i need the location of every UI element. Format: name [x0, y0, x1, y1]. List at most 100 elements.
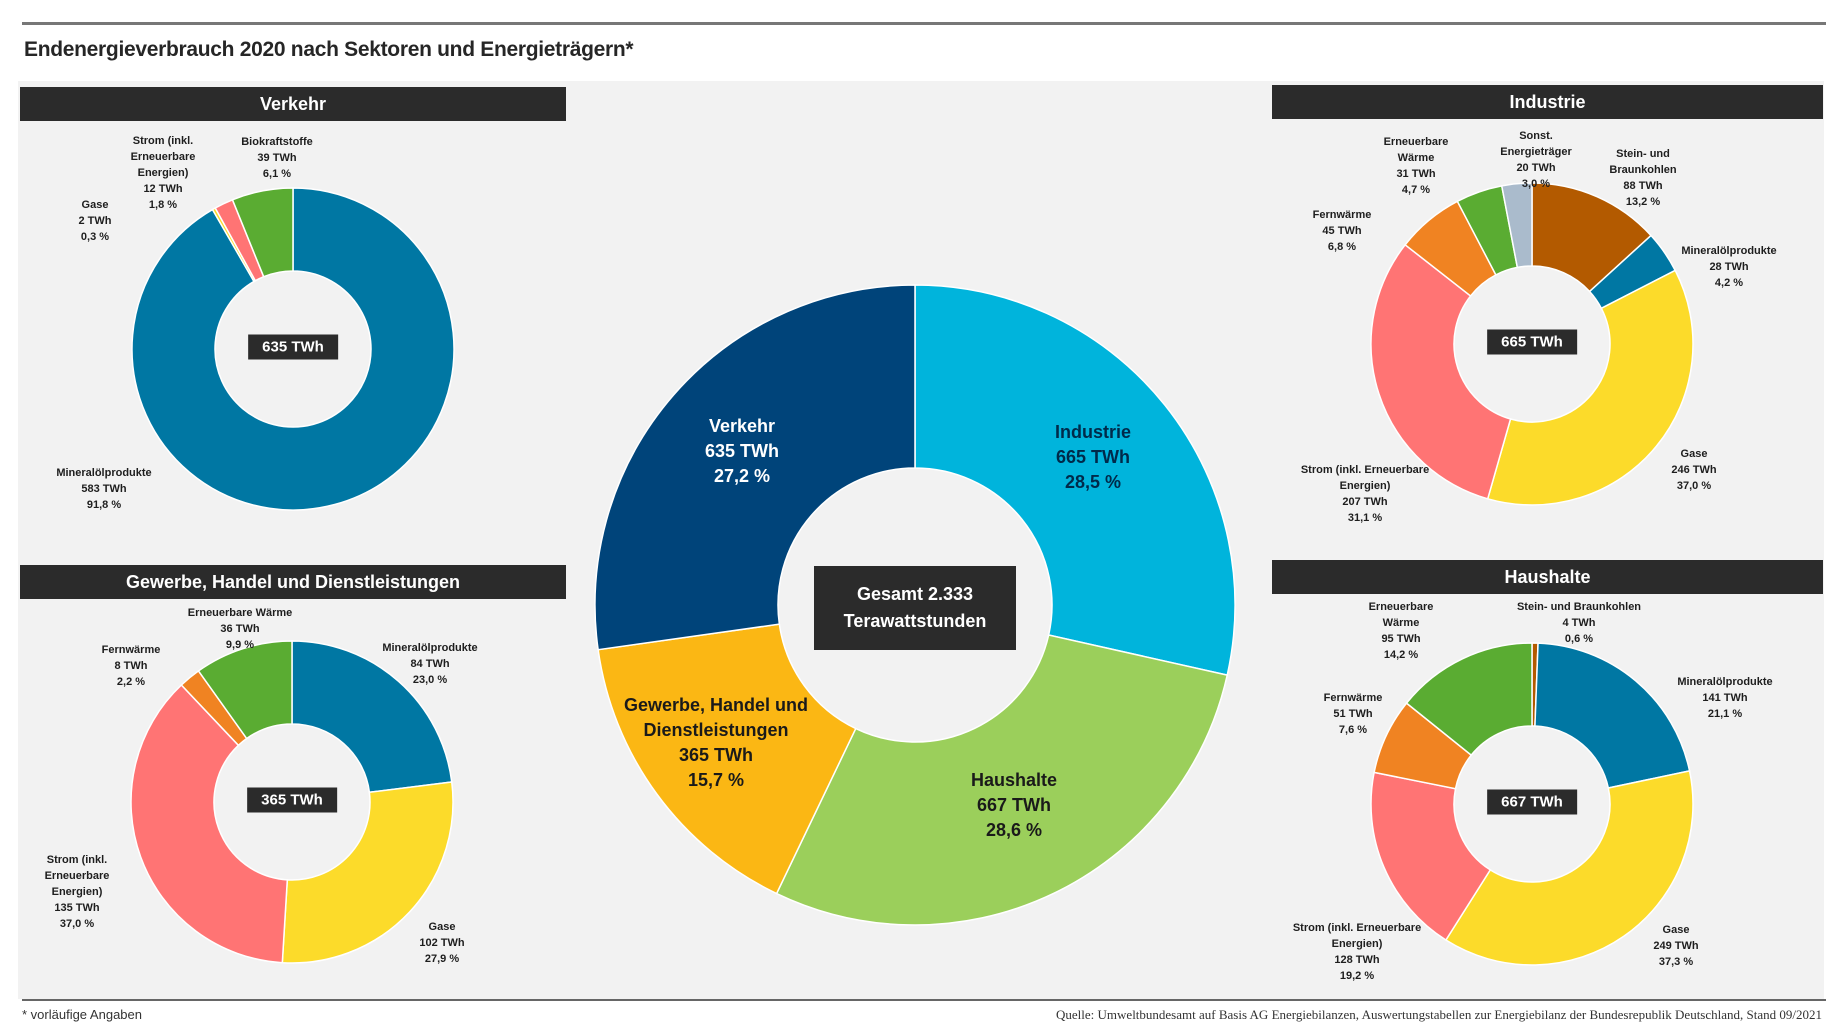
label-line: 37,3 %: [1658, 956, 1694, 968]
total-slice-industrie: [914, 284, 1236, 677]
label-line: 2,2 %: [116, 676, 146, 688]
gewerbe-total-badge: 365 TWh: [247, 787, 337, 813]
verkehr-label-biokraftstoffe: Biokraftstoffe 39 TWh 6,1 %: [241, 134, 313, 182]
label-line: Erneuerbare: [44, 870, 110, 882]
label-line: 3,0 %: [1521, 178, 1551, 190]
header-gewerbe: Gewerbe, Handel und Dienstleistungen: [20, 565, 566, 599]
label-line: Strom (inkl. Erneuerbare: [1292, 922, 1422, 934]
gewerbe-label-fernwärme: Fernwärme 8 TWh 2,2 %: [102, 642, 161, 690]
label-line: Stein- und Braunkohlen: [1516, 601, 1642, 613]
haushalte-label-fernwärme: Fernwärme 51 TWh 7,6 %: [1324, 690, 1383, 738]
label-line: 91,8 %: [86, 499, 122, 511]
label-line: 27,9 %: [424, 953, 460, 965]
label-line: 4,7 %: [1401, 184, 1431, 196]
label-line: Wärme: [1382, 617, 1420, 629]
label-line: Strom (inkl.: [132, 135, 194, 147]
label-line: 102 TWh: [419, 937, 465, 949]
industrie-slice-sonst-energieträger: [1500, 182, 1533, 269]
total-slice-gewerbe-handel-und-dienstleistungen: [597, 623, 857, 895]
verkehr-slice-biokraftstoffe: [231, 187, 294, 278]
gewerbe-label-erneuerbare-wärme: Erneuerbare Wärme 36 TWh 9,9 %: [188, 605, 293, 653]
label-line: Energien): [51, 886, 103, 898]
header-industrie: Industrie: [1272, 85, 1823, 119]
label-line: 9,9 %: [225, 639, 255, 651]
label-line: 4,2 %: [1714, 277, 1744, 289]
verkehr-total-badge: 635 TWh: [248, 334, 338, 360]
gewerbe-label-mineralölprodukte: Mineralölprodukte 84 TWh 23,0 %: [382, 640, 477, 688]
label-line: 21,1 %: [1707, 708, 1743, 720]
label-line: Fernwärme: [1312, 209, 1372, 221]
verkehr-label-gase: Gase 2 TWh 0,3 %: [79, 197, 112, 245]
gewerbe-label-strom: Strom (inkl. Erneuerbare Energien) 135 TWh 3…: [45, 852, 110, 932]
label-line: Energieträger: [1500, 146, 1572, 158]
label-line: Mineralölprodukte: [56, 467, 152, 479]
gewerbe-slice-gase: [281, 781, 454, 964]
header-haushalte: Haushalte: [1272, 560, 1823, 594]
label-line: Erneuerbare: [130, 151, 196, 163]
label-line: 31 TWh: [1396, 168, 1436, 180]
industrie-label-sonst-energieträger: Sonst. Energieträger 20 TWh 3,0 %: [1500, 128, 1572, 192]
label-line: 635 TWh: [704, 441, 780, 461]
label-line: Erneuerbare Wärme: [187, 607, 293, 619]
label-line: 15,7 %: [687, 770, 745, 790]
haushalte-slice-mineralölprodukte: [1534, 642, 1691, 789]
label-line: 23,0 %: [412, 674, 448, 686]
label-line: Strom (inkl.: [46, 854, 108, 866]
label-line: 95 TWh: [1381, 633, 1421, 645]
total-line-1: Gesamt 2.333: [856, 584, 974, 604]
industrie-label-erneuerbare-wärme: Erneuerbare Wärme 31 TWh 4,7 %: [1384, 134, 1449, 198]
label-line: 128 TWh: [1334, 954, 1380, 966]
total-label-haushalte: Haushalte 667 TWh 28,6 %: [971, 768, 1057, 843]
label-line: 0,3 %: [80, 231, 110, 243]
label-line: 31,1 %: [1347, 512, 1383, 524]
label-line: Energien): [137, 167, 189, 179]
haushalte-label-strom: Strom (inkl. Erneuerbare Energien) 128 TWh…: [1293, 920, 1421, 984]
industrie-total-badge: 665 TWh: [1487, 329, 1577, 355]
label-line: 19,2 %: [1339, 970, 1375, 982]
label-line: 667 TWh: [976, 795, 1051, 815]
haushalte-slice-erneuerbare-wärme: [1405, 642, 1533, 757]
label-line: Mineralölprodukte: [1681, 245, 1777, 257]
label-line: Gase: [428, 921, 456, 933]
label-line: Dienstleistungen: [643, 720, 789, 740]
total-label-verkehr: Verkehr 635 TWh 27,2 %: [705, 414, 779, 489]
label-line: 28,5 %: [1064, 472, 1122, 492]
label-line: 665 TWh: [1055, 447, 1131, 467]
label-line: 39 TWh: [257, 152, 297, 164]
gewerbe-slice-mineralölprodukte: [291, 640, 453, 794]
label-line: 365 TWh: [678, 745, 754, 765]
label-line: Wärme: [1397, 152, 1435, 164]
label-line: 13,2 %: [1625, 196, 1661, 208]
gewerbe-label-gase: Gase 102 TWh 27,9 %: [419, 919, 464, 967]
header-verkehr: Verkehr: [20, 87, 566, 121]
total-line-2: Terawattstunden: [843, 611, 987, 631]
top-divider: [22, 22, 1826, 25]
label-line: 45 TWh: [1322, 225, 1362, 237]
bottom-divider: [22, 999, 1826, 1001]
verkehr-label-mineralölprodukte: Mineralölprodukte 583 TWh 91,8 %: [56, 465, 151, 513]
label-line: 28,6 %: [985, 820, 1043, 840]
total-box: Gesamt 2.333 Terawattstunden: [814, 566, 1016, 650]
label-line: 84 TWh: [410, 658, 450, 670]
label-line: 246 TWh: [1671, 464, 1717, 476]
label-line: Braunkohlen: [1609, 164, 1677, 176]
footnote: * vorläufige Angaben: [22, 1007, 142, 1022]
label-line: 36 TWh: [220, 623, 260, 635]
label-line: Fernwärme: [1323, 692, 1383, 704]
label-line: 4 TWh: [1562, 617, 1596, 629]
source-note: Quelle: Umweltbundesamt auf Basis AG Ene…: [1056, 1007, 1822, 1022]
label-line: 249 TWh: [1653, 940, 1699, 952]
industrie-label-gase: Gase 246 TWh 37,0 %: [1671, 446, 1716, 494]
label-line: Biokraftstoffe: [241, 136, 313, 148]
verkehr-slice-mineralölprodukte: [131, 187, 455, 511]
label-line: Strom (inkl. Erneuerbare: [1300, 464, 1430, 476]
label-line: 1,8 %: [148, 199, 178, 211]
label-line: 12 TWh: [143, 183, 183, 195]
total-label-industrie: Industrie 665 TWh 28,5 %: [1055, 420, 1131, 495]
label-line: Erneuerbare: [1368, 601, 1434, 613]
industrie-label-stein-und-braunkohlen: Stein- und Braunkohlen 88 TWh 13,2 %: [1609, 146, 1676, 210]
label-line: 51 TWh: [1333, 708, 1373, 720]
total-slice-verkehr: [594, 284, 916, 651]
haushalte-label-gase: Gase 249 TWh 37,3 %: [1653, 922, 1698, 970]
